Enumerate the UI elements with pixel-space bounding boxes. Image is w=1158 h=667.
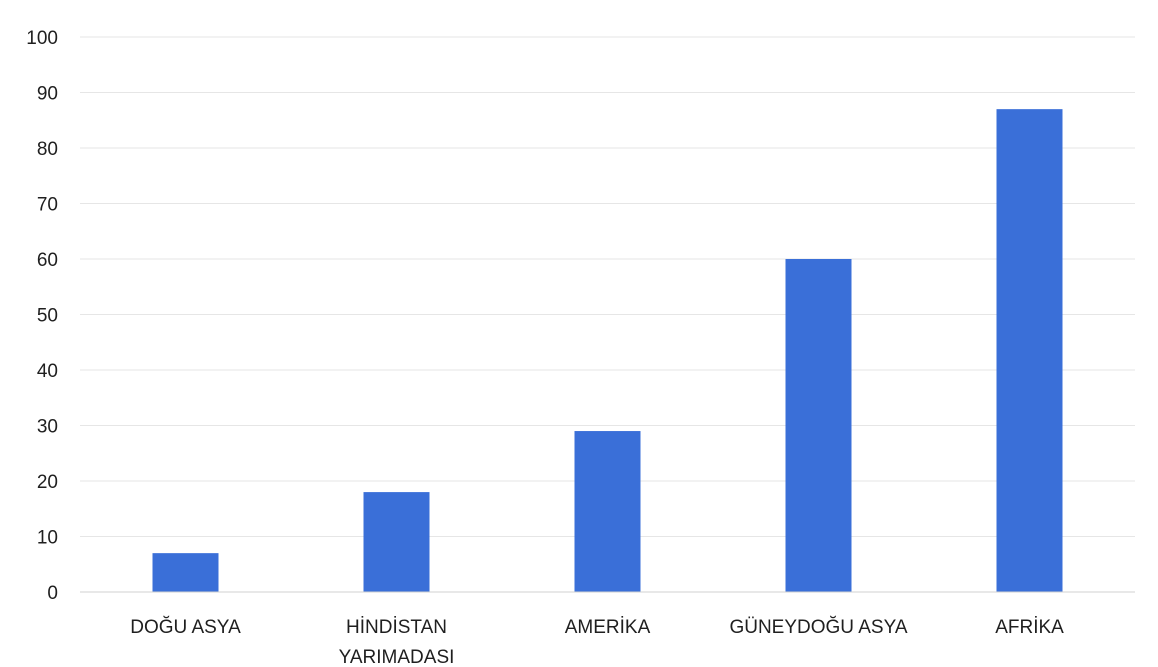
bar (152, 553, 219, 592)
gridlines (80, 36, 1135, 537)
x-category-label: DOĞU ASYA (130, 616, 241, 638)
bar (785, 259, 852, 592)
y-tick-label: 80 (37, 139, 58, 160)
y-tick-label: 0 (47, 583, 58, 604)
y-tick-label: 10 (37, 528, 58, 549)
x-category-label: GÜNEYDOĞU ASYA (729, 616, 907, 638)
bar (996, 109, 1063, 593)
y-tick-label: 40 (37, 361, 58, 382)
y-tick-label: 100 (26, 28, 58, 49)
x-category-label: AFRİKA (995, 617, 1064, 638)
y-tick-label: 90 (37, 84, 58, 105)
y-axis-tick-labels: 0 10 20 30 40 50 60 70 80 90 100 (26, 28, 58, 604)
x-category-label: AMERİKA (565, 617, 651, 638)
y-tick-label: 20 (37, 472, 58, 493)
x-axis-category-labels: DOĞU ASYA HİNDİSTAN YARIMADASI AMERİKA GÜNEY… (130, 616, 1064, 667)
x-category-label: HİNDİSTAN (346, 617, 447, 638)
y-tick-label: 30 (37, 417, 58, 438)
x-category-label: YARIMADASI (339, 647, 455, 667)
bars (152, 109, 1063, 593)
y-tick-label: 70 (37, 195, 58, 216)
bar (363, 492, 430, 592)
y-tick-label: 50 (37, 306, 58, 327)
y-tick-label: 60 (37, 250, 58, 271)
bar (574, 431, 641, 592)
